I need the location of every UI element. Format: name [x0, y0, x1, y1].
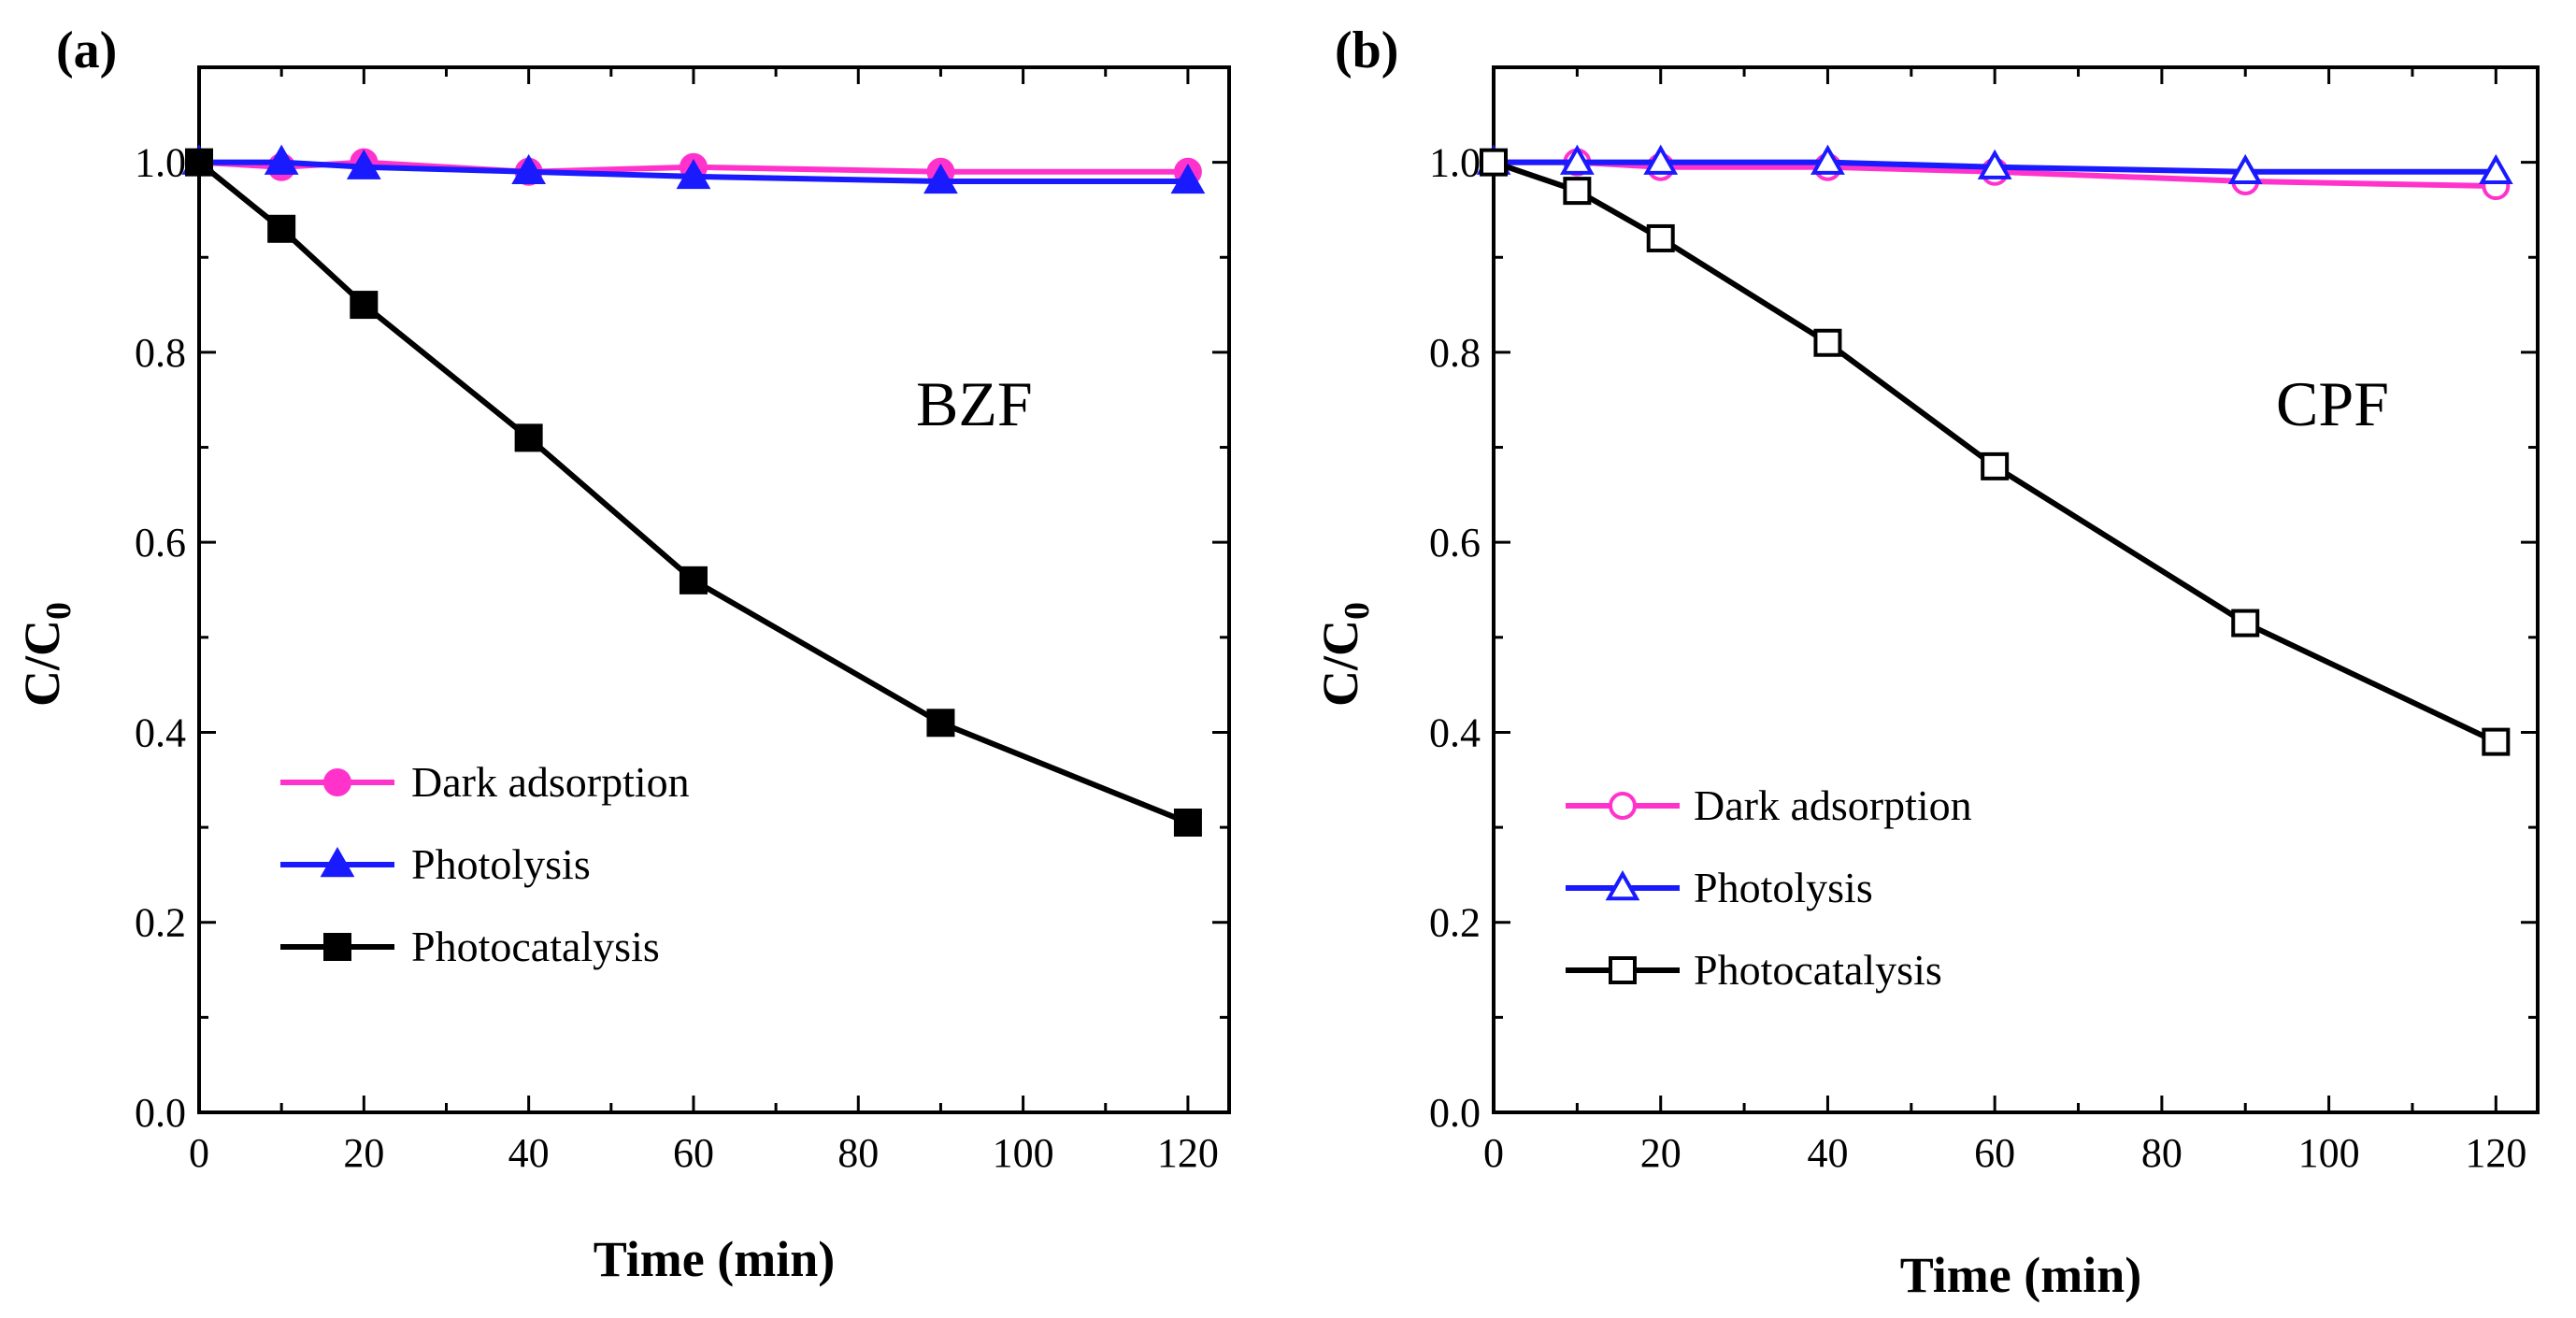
panel-a-photolysis-point: [1170, 163, 1206, 194]
panel-a-x-tick-label: 100: [993, 1130, 1054, 1176]
panel-b-y-tick-label: 1.0: [1429, 140, 1481, 186]
panel-a-legend: Dark adsorption Photolysis Photocatalysis: [280, 758, 690, 970]
panel-a-x-tick-label: 120: [1157, 1130, 1219, 1176]
panel-a-photocatalysis-point: [350, 291, 379, 320]
panel-a-photocatalysis-point: [926, 709, 955, 738]
panel-b-x-tick-label: 20: [1640, 1130, 1682, 1176]
panel-b-y-tick-label: 0.8: [1429, 330, 1481, 376]
panel-b-x-tick-label: 0: [1483, 1130, 1504, 1176]
panel-a-y-axis-title-main: C/C: [14, 620, 70, 707]
panel-a-plot: 0 20 40 60 80 100 120 0.0 0.2 0.4 0.6 0.8 1.0: [135, 65, 1231, 1176]
panel-b-legend-photocatalysis-marker: [1609, 956, 1637, 984]
panel-b-photocatalysis-point: [1563, 177, 1592, 206]
panel-a-label: (a): [56, 21, 117, 79]
panel-a-y-axis-title: C/C0: [14, 602, 79, 707]
panel-b-legend: Dark adsorption Photolysis Photocatalysis: [1566, 781, 1972, 994]
panel-a-photolysis-point: [264, 144, 299, 175]
panel-a-y-tick-label: 1.0: [135, 140, 186, 186]
panel-a-y-tick-label: 0.4: [135, 709, 186, 755]
panel-a-y-axis-title-sub: 0: [39, 602, 79, 620]
panel-b-photolysis-point: [2478, 153, 2513, 185]
panel-a-x-tick-label: 40: [508, 1130, 550, 1176]
panel-a-photolysis-point: [676, 158, 711, 190]
panel-a-photolysis-point: [511, 153, 547, 185]
panel-b-legend-photocatalysis-label: Photocatalysis: [1694, 946, 1942, 994]
panel-b-photolysis-point: [1559, 144, 1595, 175]
panel-b-x-tick-label: 80: [2141, 1130, 2182, 1176]
panel-b-photolysis-point: [1810, 144, 1845, 175]
panel-b-x-axis-title: Time (min): [1900, 1247, 2141, 1303]
panel-b-annotation: CPF: [2276, 368, 2389, 439]
panel-a-x-tick-label: 60: [673, 1130, 714, 1176]
panel-a-photocatalysis-point: [267, 214, 296, 243]
panel-b-x-tick-label: 40: [1807, 1130, 1848, 1176]
panel-a-photocatalysis-point: [679, 566, 708, 595]
panel-a-legend-dark-adsorption-marker: [323, 768, 351, 796]
panel-b-x-tick-label: 120: [2465, 1130, 2526, 1176]
panel-a-photocatalysis-point: [514, 423, 543, 452]
panel-a-x-axis-title: Time (min): [594, 1231, 835, 1287]
panel-b-photocatalysis-point: [1480, 148, 1508, 177]
panel-b-y-axis-title-main: C/C: [1312, 620, 1368, 707]
panel-b-y-tick-label: 0.2: [1429, 900, 1481, 946]
panel-b-photolysis-point: [1977, 149, 2012, 179]
panel-a-photolysis-point: [346, 149, 381, 179]
panel-b-photocatalysis-point: [1981, 451, 2010, 480]
panel-a: (a) BZF C/C0 Time (min) 0 20 40 60 80 100 1200…: [14, 21, 1231, 1287]
panel-a-plot-frame: [197, 65, 1231, 1114]
panel-a-photocatalysis-line: [197, 160, 1190, 825]
panel-a-x-tick-label: 80: [837, 1130, 879, 1176]
panel-a-y-tick-label: 0.2: [135, 900, 186, 946]
panel-b-y-axis-title: C/C0: [1312, 602, 1377, 707]
panel-a-legend-photocatalysis-label: Photocatalysis: [411, 923, 660, 970]
panel-b: (b) CPF C/C0 Time (min) 0 20 40 60 80 100 1200…: [1312, 21, 2540, 1303]
panel-b-legend-dark-adsorption-marker: [1609, 792, 1637, 820]
panel-b-y-tick-label: 0.6: [1429, 520, 1481, 566]
panel-b-label: (b): [1335, 21, 1398, 79]
panel-a-x-tick-label: 20: [343, 1130, 384, 1176]
panel-b-y-tick-label: 0.0: [1429, 1090, 1481, 1136]
panel-a-photocatalysis-point: [185, 148, 213, 177]
panel-b-x-tick-label: 60: [1974, 1130, 2015, 1176]
panel-b-y-tick-label: 0.4: [1429, 709, 1481, 755]
panel-b-plot: 0 20 40 60 80 100 120 0.0 0.2 0.4 0.6 0.8 1.0: [1429, 65, 2540, 1176]
panel-a-legend-dark-adsorption-label: Dark adsorption: [411, 758, 690, 806]
panel-a-photolysis-point: [923, 163, 958, 194]
panel-a-photocatalysis-point: [1173, 809, 1202, 838]
panel-b-legend-dark-adsorption-label: Dark adsorption: [1694, 781, 1972, 829]
panel-b-legend-photolysis-label: Photolysis: [1694, 864, 1873, 911]
panel-a-y-tick-label: 0.6: [135, 520, 186, 566]
panel-b-plot-frame: [1492, 65, 2540, 1114]
panel-b-photocatalysis-point: [1813, 328, 1842, 357]
panel-a-legend-photocatalysis-marker: [323, 933, 351, 961]
panel-b-photocatalysis-point: [1646, 223, 1675, 252]
panel-b-legend-photolysis-marker: [1605, 870, 1640, 901]
panel-b-photocatalysis-point: [2231, 609, 2260, 638]
panel-b-photocatalysis-point: [2482, 727, 2511, 756]
panel-a-x-tick-label: 0: [189, 1130, 209, 1176]
panel-a-y-tick-label: 0.8: [135, 330, 186, 376]
panel-b-photolysis-point: [2227, 153, 2263, 185]
panel-a-annotation: BZF: [916, 368, 1033, 439]
panel-b-photocatalysis-line: [1493, 159, 2497, 745]
panel-b-y-axis-title-sub: 0: [1338, 602, 1377, 620]
panel-b-photolysis-point: [1643, 144, 1679, 175]
panel-b-x-tick-label: 100: [2298, 1130, 2360, 1176]
panel-a-y-tick-label: 0.0: [135, 1090, 186, 1136]
panel-a-legend-photolysis-label: Photolysis: [411, 840, 591, 888]
panel-a-legend-photolysis-marker: [320, 847, 355, 878]
